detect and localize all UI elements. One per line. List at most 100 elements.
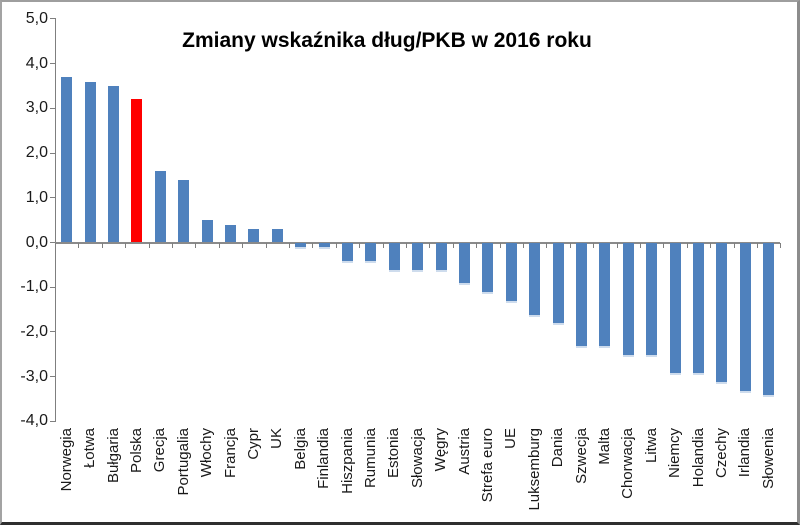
x-axis-tick: [312, 243, 314, 248]
x-axis-label: UK: [268, 428, 286, 449]
x-axis-tick: [757, 243, 758, 248]
x-axis-label: Słowacja: [408, 428, 426, 489]
bar: [248, 229, 260, 243]
x-axis-label: Łotwa: [81, 428, 99, 469]
x-axis-tick: [382, 243, 384, 248]
x-axis-tick: [733, 243, 735, 248]
x-axis-label: Malta: [595, 428, 613, 465]
x-axis-tick: [710, 243, 712, 248]
y-axis-label: -2,0: [20, 322, 48, 340]
x-axis-tick: [265, 243, 267, 248]
x-axis-tick: [406, 243, 407, 248]
bar: [693, 243, 704, 373]
bar: [131, 99, 143, 243]
x-axis-tick: [242, 243, 244, 248]
x-axis-tick: [195, 243, 197, 248]
x-axis-tick: [499, 243, 501, 248]
y-axis-tick: [50, 286, 55, 288]
x-axis-tick: [78, 243, 80, 248]
bar: [599, 243, 611, 346]
bar: [459, 243, 470, 284]
x-axis-label: Belgia: [291, 428, 309, 470]
y-axis-tick: [50, 18, 55, 20]
y-axis-label: 0,0: [25, 233, 48, 251]
chart-title: Zmiany wskaźnika dług/PKB w 2016 roku: [182, 29, 592, 52]
x-axis-label: Bułgaria: [104, 428, 122, 484]
x-axis-tick: [593, 243, 595, 248]
y-axis-line: [55, 17, 56, 423]
x-axis-label: Słowenia: [759, 428, 777, 489]
x-axis-tick: [289, 243, 290, 248]
x-axis-label: Rumunia: [361, 428, 379, 489]
bar: [576, 243, 587, 346]
x-axis-label: Czechy: [712, 428, 730, 479]
y-axis-tick: [50, 242, 55, 243]
bar: [271, 229, 283, 243]
y-axis-label: 3,0: [25, 99, 48, 117]
y-axis-tick: [50, 331, 55, 333]
x-axis-label: Węgry: [432, 428, 450, 472]
bar: [669, 243, 681, 373]
x-axis-tick: [686, 243, 688, 248]
bar: [482, 243, 494, 293]
bar: [342, 243, 353, 261]
x-axis-tick: [148, 243, 150, 248]
bar: [529, 243, 541, 315]
bar: [108, 85, 119, 243]
x-axis-tick: [663, 243, 665, 248]
x-axis-tick: [476, 243, 478, 248]
x-axis-label: Włochy: [198, 428, 216, 478]
y-axis-label: 4,0: [25, 54, 48, 72]
bar: [412, 243, 424, 270]
bar: [739, 243, 751, 391]
y-axis-tick: [50, 63, 55, 65]
x-axis-label: Hiszpania: [338, 428, 356, 494]
bar: [225, 224, 236, 243]
y-axis-label: -4,0: [20, 412, 48, 430]
x-axis-tick: [616, 243, 618, 248]
x-axis-label: Strefa euro: [478, 428, 496, 503]
bar: [84, 81, 96, 243]
bar: [646, 243, 658, 355]
y-axis-tick: [50, 197, 55, 199]
x-axis-label: Polska: [127, 428, 145, 474]
bar: [201, 220, 213, 243]
x-axis-tick: [101, 243, 103, 248]
x-axis-label: Francja: [221, 428, 239, 479]
bar: [763, 243, 775, 396]
y-axis-tick: [50, 376, 55, 378]
y-axis-tick: [50, 420, 55, 422]
bar: [154, 170, 166, 243]
x-axis-tick: [335, 243, 337, 248]
x-axis-label: Holandia: [689, 428, 707, 488]
bar: [552, 243, 564, 324]
y-axis-label: -1,0: [20, 278, 48, 296]
x-axis-label: Niemcy: [666, 428, 684, 479]
x-axis-label: Szwecja: [572, 428, 590, 484]
x-axis-tick: [359, 243, 361, 248]
x-axis-line: [55, 242, 781, 244]
bar: [365, 243, 377, 261]
y-axis-label: 2,0: [25, 144, 48, 162]
x-axis-label: Portugalia: [174, 428, 192, 496]
y-axis-label: -3,0: [20, 367, 48, 385]
x-axis-label: Finlandia: [315, 428, 333, 489]
x-axis-tick: [429, 243, 431, 248]
x-axis-label: Grecja: [151, 428, 169, 473]
x-axis-tick: [546, 243, 548, 248]
x-axis-tick: [55, 243, 56, 248]
x-axis-label: Norwegia: [57, 428, 75, 492]
x-axis-tick: [569, 243, 571, 248]
x-axis-label: Austria: [455, 428, 473, 475]
bar: [388, 243, 400, 270]
bar: [505, 243, 517, 302]
bar: [716, 243, 728, 382]
x-axis-label: Irlandia: [736, 428, 754, 478]
bar: [435, 243, 447, 270]
y-axis-label: 1,0: [25, 188, 48, 206]
x-axis-tick: [452, 243, 454, 248]
x-axis-label: UE: [502, 428, 520, 449]
bar: [61, 77, 73, 243]
